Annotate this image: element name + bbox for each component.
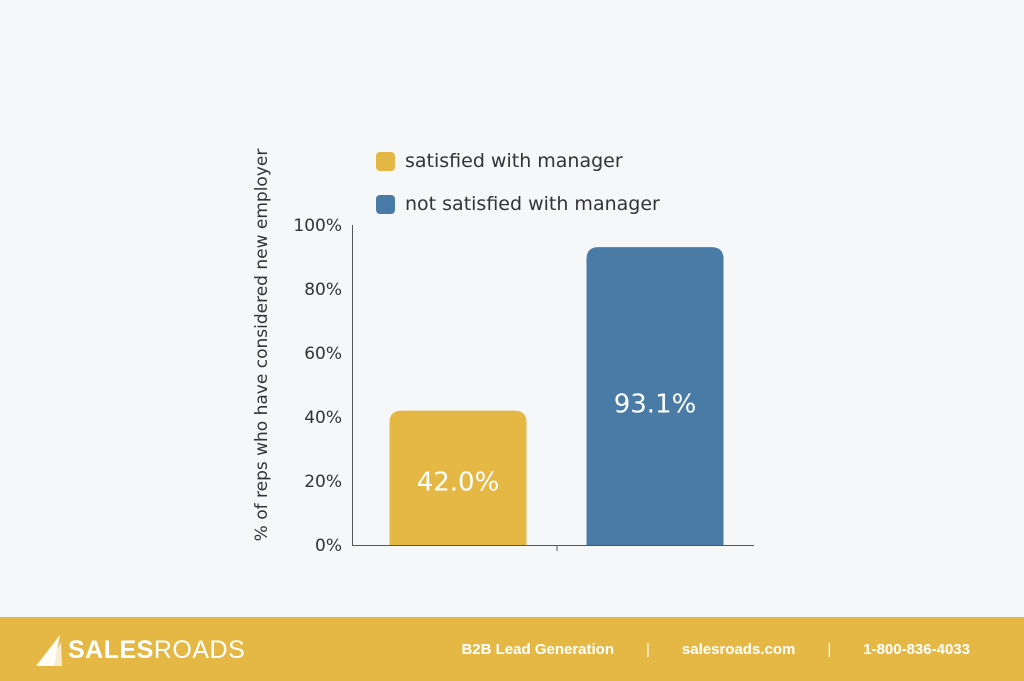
footer-tagline: B2B Lead Generation	[461, 640, 615, 658]
legend: satisfied with manager not satisfied wit…	[376, 146, 660, 232]
y-tick-label: 60%	[304, 344, 342, 364]
y-axis-label: % of reps who have considered new employ…	[252, 148, 272, 542]
y-tick-label: 0%	[315, 536, 342, 556]
legend-swatch-satisfied	[376, 151, 395, 171]
legend-item-not-satisfied: not satisfied with manager	[376, 189, 660, 219]
bar-value-label: 93.1%	[614, 389, 697, 419]
legend-item-satisfied: satisfied with manager	[376, 146, 660, 176]
logo-wordmark: SALESROADS	[68, 636, 245, 665]
y-tick-label: 100%	[293, 216, 342, 236]
y-tick-label: 40%	[304, 408, 342, 428]
y-tick-label: 20%	[304, 472, 342, 492]
footer-bar: SALESROADS B2B Lead Generation | salesro…	[0, 617, 1024, 681]
bar-value-label: 42.0%	[417, 468, 500, 498]
footer-separator: |	[646, 640, 650, 658]
y-tick-label: 80%	[304, 280, 342, 300]
footer-phone-link[interactable]: 1-800-836-4033	[863, 640, 970, 658]
legend-label-satisfied: satisfied with manager	[405, 150, 623, 172]
bar-chart: 0% 20% 40% 60% 80% 100% 42.0% 93.1%	[293, 216, 754, 556]
legend-label-not-satisfied: not satisfied with manager	[405, 193, 660, 215]
footer-website-link[interactable]: salesroads.com	[681, 640, 796, 658]
bar-satisfied	[389, 410, 527, 545]
logo-word-sales: SALES	[68, 635, 154, 664]
logo-word-roads: ROADS	[153, 635, 246, 664]
bar-not-satisfied	[586, 247, 724, 545]
salesroads-logo[interactable]: SALESROADS	[34, 633, 245, 667]
footer-links: B2B Lead Generation | salesroads.com | 1…	[461, 617, 970, 681]
footer-separator: |	[827, 640, 832, 658]
legend-swatch-not-satisfied	[376, 194, 395, 214]
road-sail-icon	[36, 635, 62, 666]
